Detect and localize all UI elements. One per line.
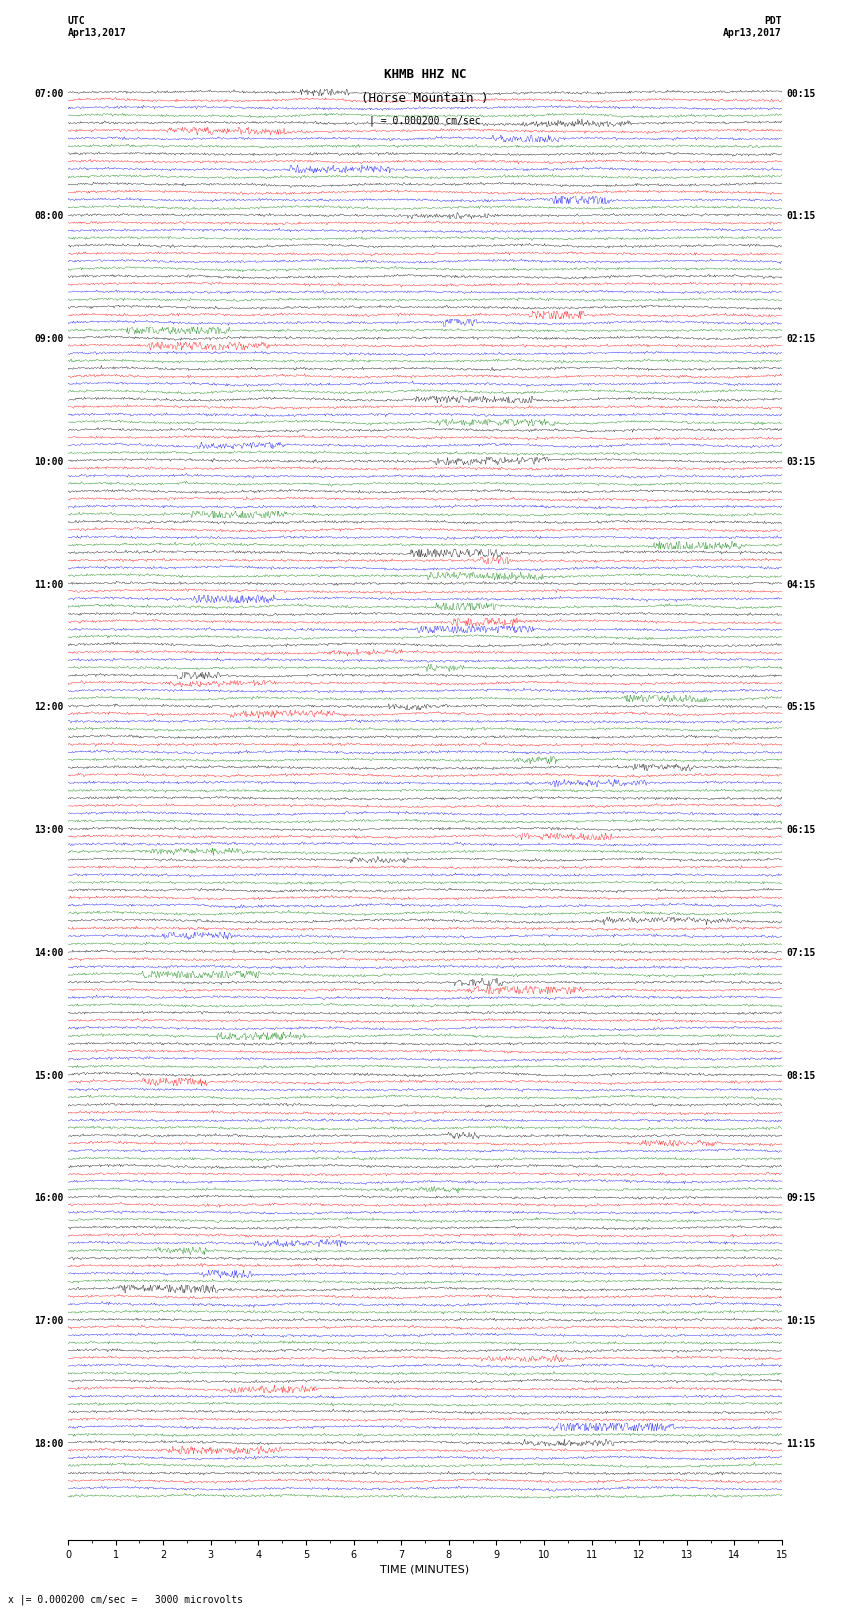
Text: 10:00: 10:00 <box>34 456 64 466</box>
Text: 08:15: 08:15 <box>786 1071 816 1081</box>
Text: PDT
Apr13,2017: PDT Apr13,2017 <box>723 16 782 37</box>
Text: 09:15: 09:15 <box>786 1194 816 1203</box>
Text: KHMB HHZ NC: KHMB HHZ NC <box>383 68 467 81</box>
Text: 07:15: 07:15 <box>786 948 816 958</box>
Text: UTC
Apr13,2017: UTC Apr13,2017 <box>68 16 127 37</box>
Text: 06:15: 06:15 <box>786 826 816 836</box>
Text: x |= 0.000200 cm/sec =   3000 microvolts: x |= 0.000200 cm/sec = 3000 microvolts <box>8 1594 243 1605</box>
Text: 10:15: 10:15 <box>786 1316 816 1326</box>
Text: 00:15: 00:15 <box>786 89 816 98</box>
Text: 07:00: 07:00 <box>34 89 64 98</box>
Text: 09:00: 09:00 <box>34 334 64 344</box>
Text: 18:00: 18:00 <box>34 1439 64 1448</box>
Text: 15:00: 15:00 <box>34 1071 64 1081</box>
Text: 11:15: 11:15 <box>786 1439 816 1448</box>
Text: 16:00: 16:00 <box>34 1194 64 1203</box>
Text: 14:00: 14:00 <box>34 948 64 958</box>
Text: 05:15: 05:15 <box>786 702 816 713</box>
Text: 03:15: 03:15 <box>786 456 816 466</box>
Text: 04:15: 04:15 <box>786 579 816 590</box>
Text: (Horse Mountain ): (Horse Mountain ) <box>361 92 489 105</box>
Text: 11:00: 11:00 <box>34 579 64 590</box>
Text: | = 0.000200 cm/sec: | = 0.000200 cm/sec <box>369 115 481 126</box>
Text: 08:00: 08:00 <box>34 211 64 221</box>
Text: 13:00: 13:00 <box>34 826 64 836</box>
X-axis label: TIME (MINUTES): TIME (MINUTES) <box>381 1565 469 1574</box>
Text: 01:15: 01:15 <box>786 211 816 221</box>
Text: 17:00: 17:00 <box>34 1316 64 1326</box>
Text: 02:15: 02:15 <box>786 334 816 344</box>
Text: 12:00: 12:00 <box>34 702 64 713</box>
